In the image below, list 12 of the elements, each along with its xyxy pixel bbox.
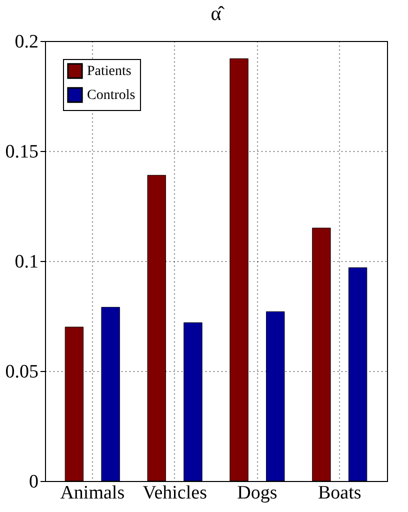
- x-tick-label: Animals: [60, 482, 125, 504]
- y-tick-label: 0.1: [14, 252, 38, 272]
- y-tick-label: 0.15: [5, 142, 38, 162]
- chart-title: α̂: [210, 3, 226, 25]
- x-tick-label: Boats: [318, 482, 362, 504]
- y-tick-label: 0.2: [14, 32, 38, 52]
- legend-label: Patients: [87, 64, 132, 79]
- y-tick-label: 0: [29, 472, 38, 492]
- y-tick-label: 0.05: [5, 362, 38, 382]
- x-tick-label: Vehicles: [142, 482, 207, 504]
- x-tick-label: Dogs: [237, 482, 278, 504]
- legend-label: Controls: [87, 88, 136, 103]
